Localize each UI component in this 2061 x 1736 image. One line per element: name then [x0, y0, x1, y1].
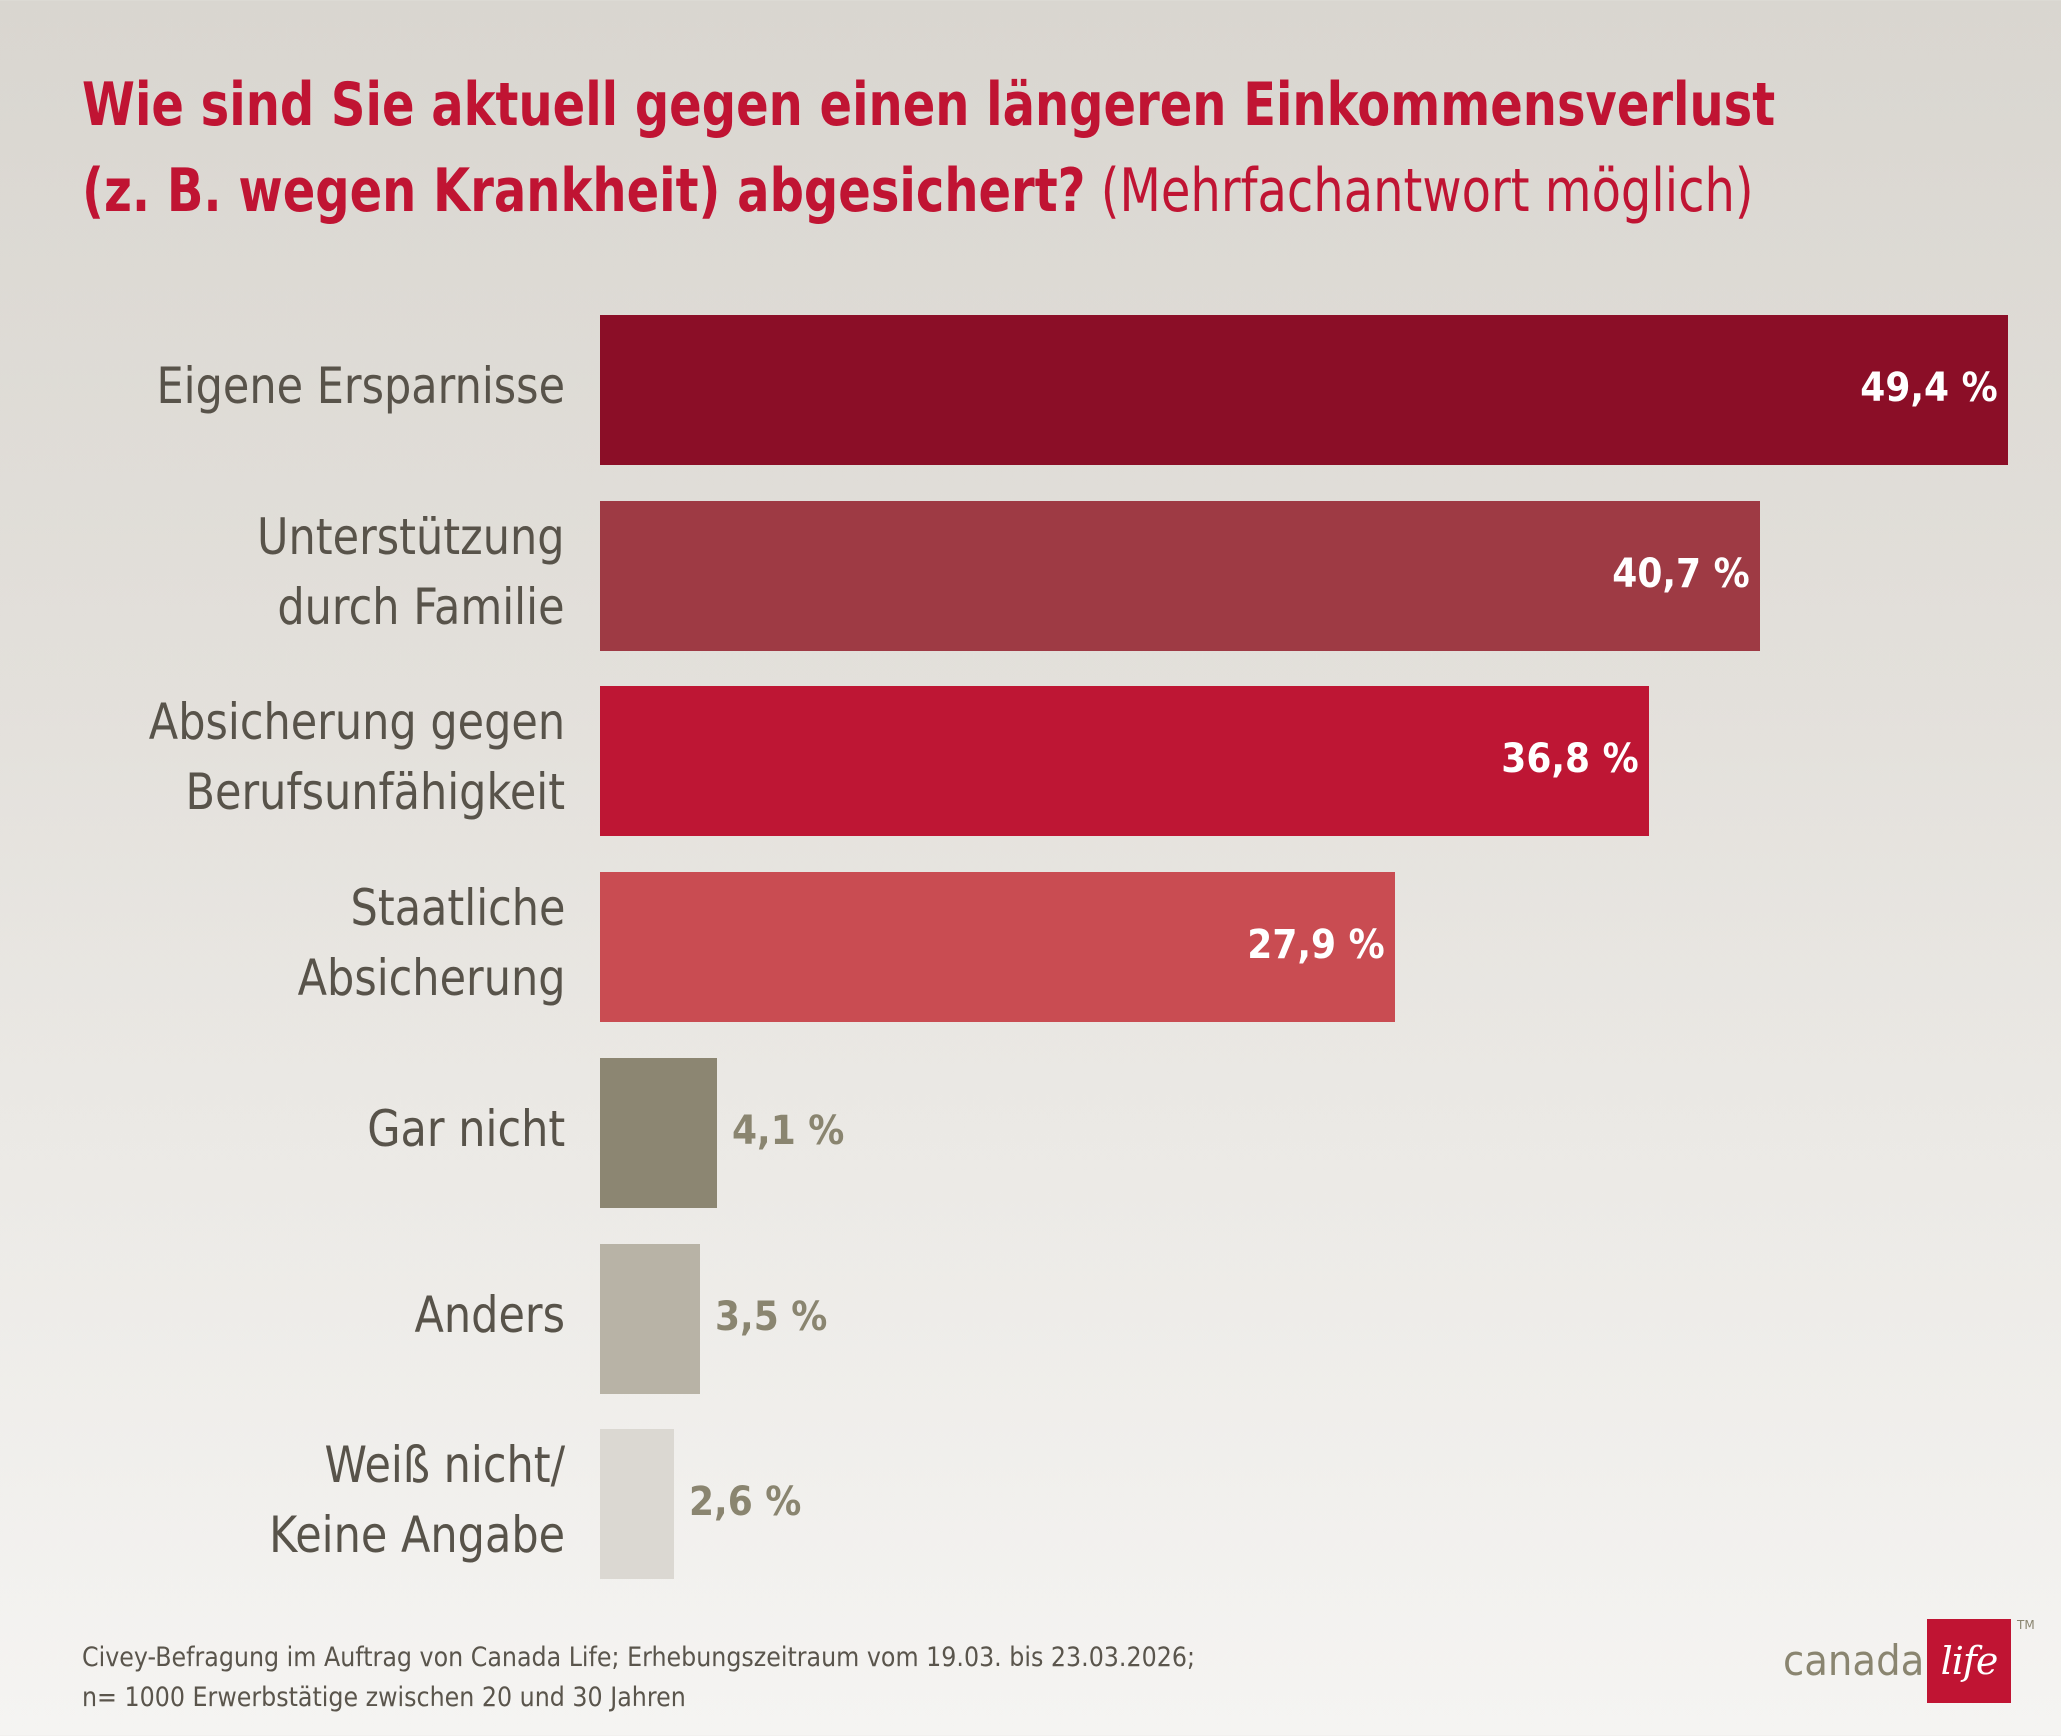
bar: [600, 1243, 700, 1394]
category-label-line: Berufsunfähigkeit: [185, 763, 565, 822]
category-label: Staatliche Absicherung: [297, 873, 565, 1013]
source-line-2: n= 1000 Erwerbstätige zwischen 20 und 30…: [82, 1682, 686, 1713]
category-label-line: Staatliche: [350, 879, 565, 938]
logo-wordmark: canada: [1783, 1636, 1925, 1685]
value-label: 27,9 %: [1247, 922, 1386, 969]
category-label-line: Weiß nicht/: [324, 1436, 565, 1495]
category-label: Eigene Ersparnisse: [156, 351, 565, 421]
value-label: 49,4 %: [1860, 365, 1998, 411]
bar: [600, 686, 1649, 837]
source-note: Civey-Befragung im Auftrag von Canada Li…: [82, 1638, 1347, 1718]
category-label: Gar nicht: [367, 1094, 565, 1164]
value-label: 4,1 %: [731, 1107, 845, 1154]
logo-script-life: life: [1940, 1639, 1999, 1683]
bar: [600, 1429, 675, 1580]
value-label: 40,7 %: [1612, 550, 1750, 597]
chart-title: Wie sind Sie aktuell gegen einen längere…: [82, 62, 2061, 234]
category-label-line: Absicherung: [297, 949, 565, 1008]
title-note: (Mehrfachantwort möglich): [1085, 156, 1754, 226]
value-label: 3,5 %: [714, 1293, 828, 1340]
category-label-line: durch Familie: [277, 577, 565, 636]
title-question: (z. B. wegen Krankheit) abgesichert?: [82, 156, 1086, 226]
category-label: Weiß nicht/Keine Angabe: [269, 1430, 565, 1570]
bar: [600, 1057, 717, 1208]
category-label: Unterstützung durch Familie: [258, 502, 565, 642]
category-label-line: Gar nicht: [367, 1099, 565, 1158]
source-line-1: Civey-Befragung im Auftrag von Canada Li…: [82, 1642, 1195, 1673]
trademark-mark: TM: [2017, 1618, 2035, 1632]
category-label-line: Anders: [414, 1285, 566, 1344]
category-label-line: Eigene Ersparnisse: [156, 357, 565, 415]
title-line-1: Wie sind Sie aktuell gegen einen längere…: [82, 70, 1776, 140]
logo-red-square: life: [1927, 1619, 2011, 1703]
bar: [600, 315, 2008, 465]
value-label: 2,6 %: [689, 1479, 802, 1526]
canada-life-logo: canada life TM: [1783, 1612, 2043, 1712]
category-label: Anders: [415, 1280, 566, 1350]
category-label-line: Absicherung gegen: [148, 693, 565, 752]
category-label-line: Unterstützung: [257, 507, 565, 566]
bar: [600, 500, 1760, 651]
value-label: 36,8 %: [1501, 736, 1639, 783]
category-label: Absicherung gegen Berufsunfähigkeit: [149, 687, 565, 827]
bar: [600, 872, 1396, 1023]
title-line-2: (z. B. wegen Krankheit) abgesichert? (Me…: [82, 148, 1775, 234]
category-label-line: Keine Angabe: [269, 1506, 565, 1565]
